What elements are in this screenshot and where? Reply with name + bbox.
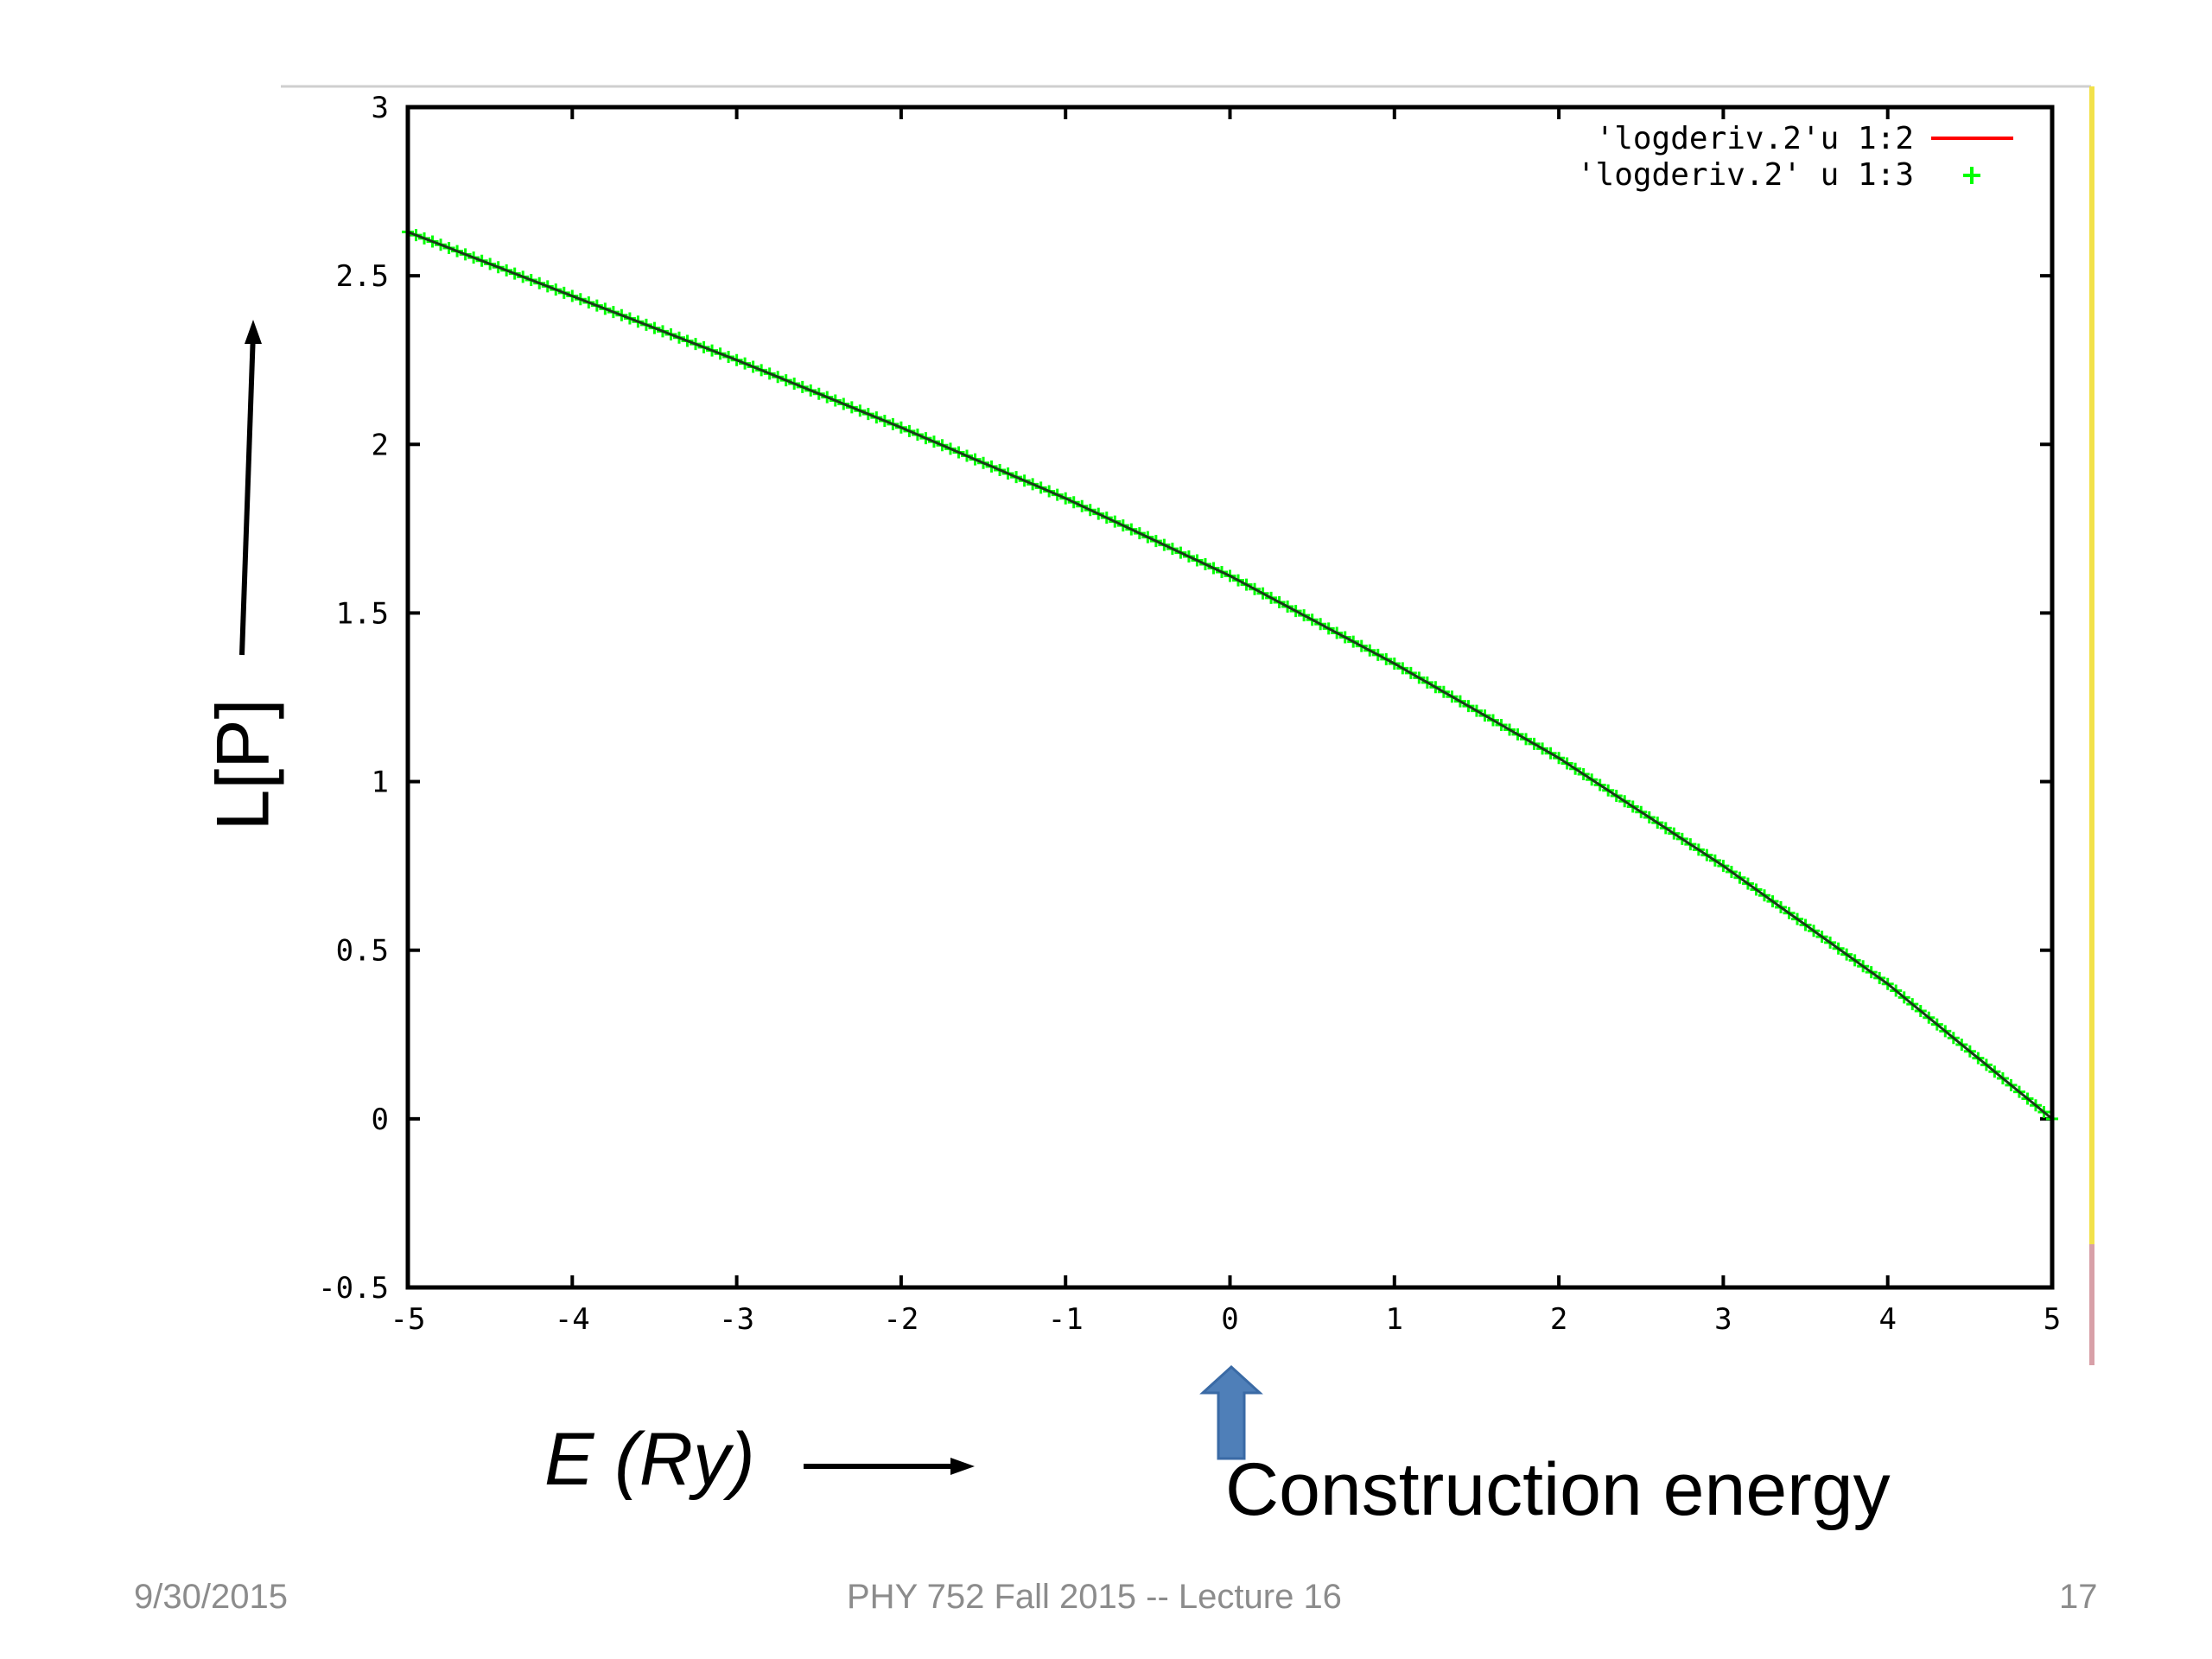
y-tick-label: 3	[372, 91, 389, 125]
y-axis-label: L[P]	[201, 698, 285, 831]
x-tick-label: -5	[391, 1302, 426, 1337]
series-1-line	[407, 231, 2053, 1121]
x-axis-label: E (Ry)	[544, 1418, 755, 1501]
y-tick-label: 1	[372, 766, 389, 800]
figure-right-edge-lower	[2089, 1244, 2094, 1365]
plot-frame	[405, 105, 2055, 1290]
figure-right-edge	[2089, 86, 2094, 1244]
x-tick-label: 1	[1386, 1302, 1403, 1337]
construction-energy-label: Construction energy	[1225, 1448, 1891, 1531]
x-tick-label: -3	[719, 1302, 754, 1337]
x-axis-arrow	[804, 1458, 975, 1475]
tick-labels: -5 -4 -3 -2 -1 0 1 2 3 4 5 -0.5 0 0.5 1 1.5 2 2.5 3	[318, 91, 2061, 1337]
x-tick-label: 0	[1221, 1302, 1238, 1337]
x-tick-label: 3	[1714, 1302, 1732, 1337]
footer-page-number: 17	[2059, 1578, 2098, 1616]
legend-entry-2-label: 'logderiv.2' u 1:3	[1577, 157, 1914, 193]
y-tick-label: 2.5	[336, 259, 389, 294]
y-tick-label: 1.5	[336, 596, 389, 631]
x-tick-label: 5	[2044, 1302, 2061, 1337]
series-layer	[402, 226, 2058, 1125]
construction-energy-arrow	[1199, 1364, 1263, 1460]
legend-entry-1-label: 'logderiv.2'u 1:2	[1596, 121, 1914, 156]
y-axis-arrow	[239, 320, 262, 656]
x-tick-label: -4	[555, 1302, 590, 1337]
footer-title: PHY 752 Fall 2015 -- Lecture 16	[847, 1578, 1342, 1616]
x-tick-label: 2	[1550, 1302, 1567, 1337]
y-tick-label: 0.5	[336, 934, 389, 969]
x-tick-label: -2	[883, 1302, 918, 1337]
legend-entry-2-swatch	[1963, 167, 1980, 184]
y-tick-label: 0	[372, 1103, 389, 1137]
legend: 'logderiv.2'u 1:2 'logderiv.2' u 1:3	[1577, 121, 2013, 193]
y-tick-label: -0.5	[318, 1271, 389, 1306]
axis-ticks	[406, 105, 2054, 1289]
y-tick-label: 2	[372, 428, 389, 462]
series-2-points	[402, 226, 2058, 1125]
x-tick-label: 4	[1878, 1302, 1896, 1337]
footer-date: 9/30/2015	[134, 1578, 288, 1616]
x-tick-label: -1	[1048, 1302, 1084, 1337]
